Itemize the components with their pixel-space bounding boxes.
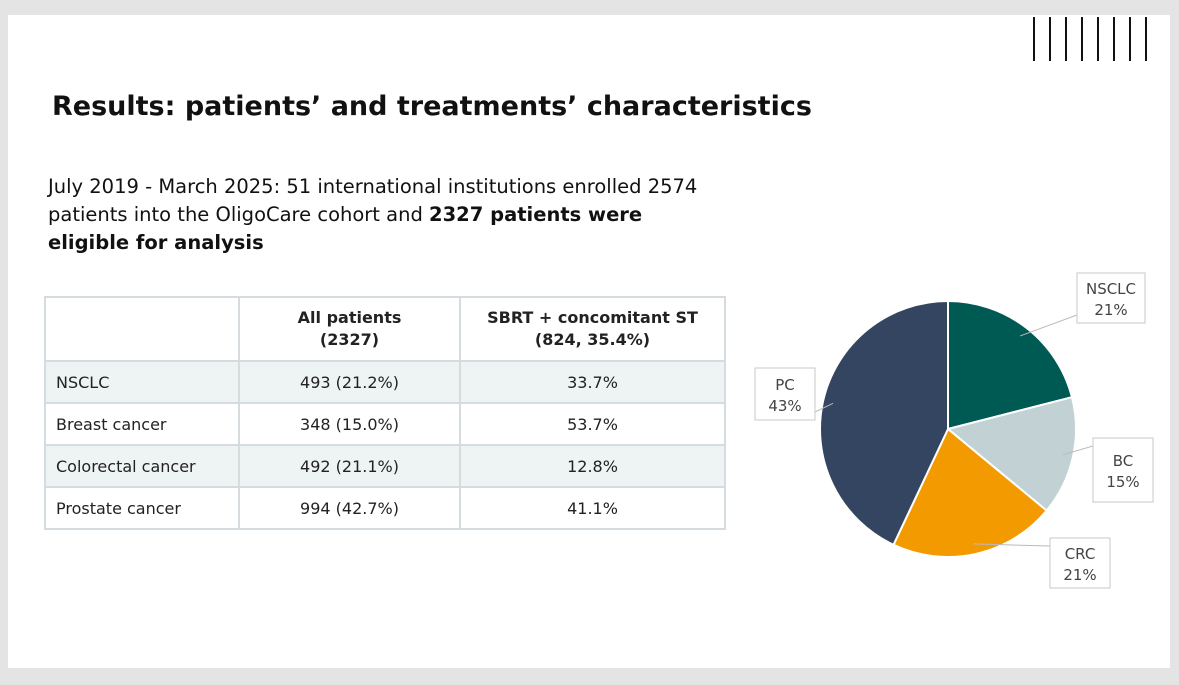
slice-value-label: 43% xyxy=(768,397,801,415)
leader-line xyxy=(973,543,1051,547)
label-box xyxy=(1076,272,1146,324)
slice-label: CRC xyxy=(1065,545,1096,563)
header-row: All patients (2327) SBRT + concomitant ST… xyxy=(44,296,726,362)
table-row: Prostate cancer 994 (42.7%) 41.1% xyxy=(44,486,726,530)
header-line: (824, 35.4%) xyxy=(534,330,651,349)
table-row: Breast cancer 348 (15.0%) 53.7% xyxy=(44,402,726,446)
intro-bold: 2327 patients were eligible for analysis xyxy=(48,203,643,254)
table-cell: NSCLC xyxy=(44,360,240,404)
table-cell: 493 (21.2%) xyxy=(238,360,461,404)
slice-label: NSCLC xyxy=(1086,280,1136,298)
pie-slice xyxy=(945,395,1077,512)
intro-plain: July 2019 - March 2025: 51 international… xyxy=(48,175,698,226)
label-box xyxy=(754,367,816,421)
table-cell: 994 (42.7%) xyxy=(238,486,461,530)
barcode xyxy=(1033,17,1147,61)
header-line: (2327) xyxy=(319,330,380,349)
leader-line xyxy=(814,402,834,413)
slice-label: BC xyxy=(1113,452,1134,470)
header-line: All patients xyxy=(297,308,402,327)
leader-line xyxy=(1062,445,1094,456)
table-cell: 33.7% xyxy=(459,360,726,404)
table-row: Colorectal cancer 492 (21.1%) 12.8% xyxy=(44,444,726,488)
pie-slice xyxy=(892,427,1049,559)
intro-text: July 2019 - March 2025: 51 international… xyxy=(48,173,728,257)
table-cell: 53.7% xyxy=(459,402,726,446)
table-cell: Prostate cancer xyxy=(44,486,240,530)
header-line: SBRT + concomitant ST xyxy=(487,308,698,327)
slice-value-label: 15% xyxy=(1106,473,1139,491)
table-cell: 348 (15.0%) xyxy=(238,402,461,446)
slice-value-label: 21% xyxy=(1063,566,1096,584)
label-box xyxy=(1049,537,1111,589)
table-cell: 41.1% xyxy=(459,486,726,530)
table-cell: Colorectal cancer xyxy=(44,444,240,488)
leader-line xyxy=(1020,314,1078,337)
slice-label: PC xyxy=(775,376,795,394)
label-box xyxy=(1092,437,1154,503)
table-cell: 12.8% xyxy=(459,444,726,488)
table-cell: Breast cancer xyxy=(44,402,240,446)
table-row: NSCLC 493 (21.2%) 33.7% xyxy=(44,360,726,404)
pie-slice xyxy=(947,299,1074,431)
header-cell: SBRT + concomitant ST (824, 35.4%) xyxy=(459,296,726,362)
table-cell: 492 (21.1%) xyxy=(238,444,461,488)
header-cell: All patients (2327) xyxy=(238,296,461,362)
header-cell xyxy=(44,296,240,362)
slice-value-label: 21% xyxy=(1094,301,1127,319)
pie-slice xyxy=(819,299,949,547)
results-table: All patients (2327) SBRT + concomitant ST… xyxy=(44,296,726,530)
slide-title: Results: patients’ and treatments’ chara… xyxy=(52,91,812,122)
